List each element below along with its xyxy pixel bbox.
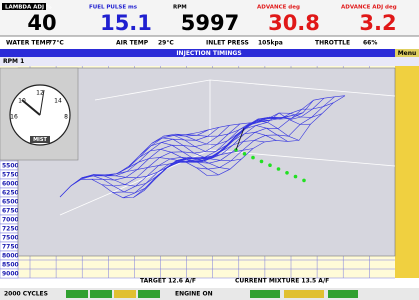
clock-label: MIST	[33, 137, 47, 143]
trace-dot	[260, 160, 264, 164]
status-label: THROTTLE	[315, 40, 350, 47]
mixture: CURRENT MIXTURE 13.5 A/F	[235, 278, 329, 285]
row-label: RPM 1	[3, 58, 24, 65]
rpm-label: 8000	[2, 252, 19, 259]
gauge-label: RPM	[173, 5, 187, 11]
button[interactable]	[114, 290, 136, 298]
rpm-label: 7750	[2, 243, 19, 250]
status-value: 105kpa	[258, 40, 283, 47]
trace-dot	[302, 179, 306, 183]
gauge-label: LAMBDA ADJ %	[5, 5, 52, 11]
rpm-label: 5500	[2, 162, 19, 169]
rpm-label: 6500	[2, 198, 19, 205]
trace-dot	[285, 171, 289, 175]
screen: INJECTION TIMINGS Menu RPM 1 5500 5750 600…	[0, 0, 419, 300]
button[interactable]	[284, 290, 324, 298]
engine: ENGINE ON	[175, 291, 213, 298]
rpm-label: 9000	[2, 270, 19, 277]
gauge-value: 30.8	[268, 11, 320, 35]
rpm-label: 6750	[2, 207, 19, 214]
rpm-label: 7250	[2, 225, 19, 232]
clock-tick: 8	[64, 114, 68, 121]
gauge-value: 40	[27, 11, 56, 35]
gauge-value: 15.1	[100, 11, 152, 35]
trace-dot	[251, 156, 255, 160]
trace-dot	[243, 152, 247, 156]
status-value: 66%	[363, 40, 377, 47]
gauge-label: ADVANCE deg	[257, 5, 300, 11]
cycles: 2000 CYCLES	[4, 291, 48, 298]
status-label: AIR TEMP	[116, 40, 149, 47]
button[interactable]	[250, 290, 280, 298]
row-header	[0, 57, 419, 66]
button[interactable]	[66, 290, 88, 298]
status-value: 29°C	[158, 40, 174, 47]
menu-label[interactable]: Menu	[398, 50, 417, 57]
status-label: INLET PRESS	[206, 40, 249, 47]
rpm-label: 6250	[2, 189, 19, 196]
gauge-label: ADVANCE ADJ deg	[341, 5, 397, 11]
clock-tick: 16	[10, 114, 18, 121]
rpm-label: 5750	[2, 171, 19, 178]
trace-dot	[268, 163, 272, 167]
button[interactable]	[138, 290, 160, 298]
rpm-label: 6000	[2, 180, 19, 187]
rpm-label: 8500	[2, 261, 19, 268]
rpm-label: 7500	[2, 234, 19, 241]
gauge-value: 3.2	[359, 11, 396, 35]
gauge-value: 5997	[181, 11, 239, 35]
status-value: 77°C	[48, 40, 64, 47]
target: TARGET 12.6 A/F	[140, 278, 196, 285]
gauge-label: FUEL PULSE ms	[89, 5, 138, 11]
status-label: WATER TEMP	[6, 40, 51, 47]
clock-tick: 14	[54, 98, 62, 105]
button[interactable]	[328, 290, 358, 298]
button[interactable]	[90, 290, 112, 298]
panel-title: INJECTION TIMINGS	[176, 50, 241, 57]
side-strip	[395, 66, 419, 278]
trace-dot	[277, 167, 281, 171]
trace-dot	[294, 175, 298, 179]
rpm-label: 7000	[2, 216, 19, 223]
